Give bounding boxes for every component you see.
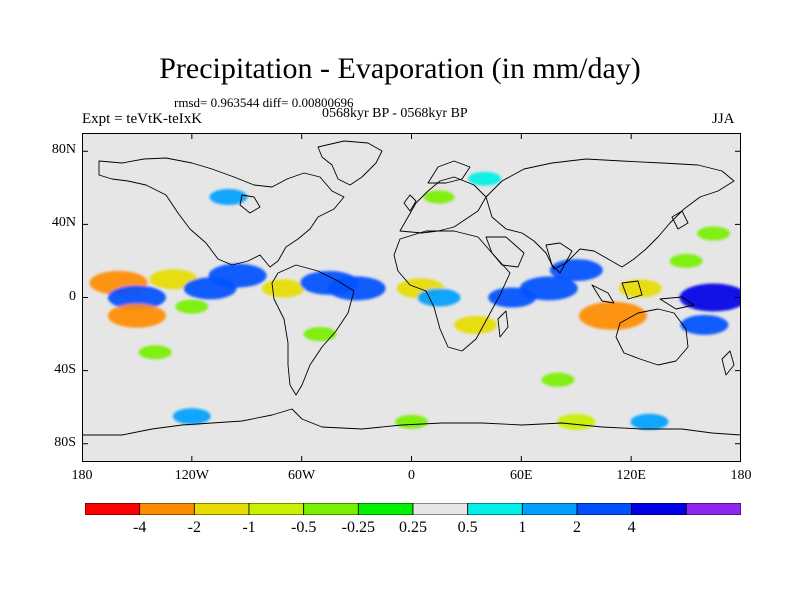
coast-arabia (485, 236, 525, 268)
lon-label-2: 60W (288, 468, 316, 483)
colorbar-swatch-3 (248, 503, 305, 515)
field-region-21 (697, 226, 730, 241)
coastlines (82, 140, 741, 436)
lat-label-1: 40N (51, 215, 76, 231)
coast-new-guinea (659, 296, 695, 310)
lon-label-3: 0 (408, 468, 415, 483)
colorbar-swatch-1 (139, 503, 195, 515)
axis-ticks (82, 133, 741, 462)
lon-label-6: 180 (730, 468, 752, 483)
field-region-15 (519, 276, 578, 301)
colorbar-label-7: 1 (518, 519, 527, 536)
colorbar-swatch-4 (303, 503, 359, 515)
coast-australia (615, 308, 689, 366)
lat-label-2: 0 (69, 288, 76, 304)
colorbar-label-8: 2 (573, 519, 581, 536)
coast-madagascar (497, 310, 509, 338)
colorbar-label-5: 0.25 (399, 519, 427, 536)
field-region-25 (468, 171, 502, 186)
coast-antarctica (82, 408, 741, 436)
field-region-4 (208, 263, 267, 288)
map-title: Precipitation - Evaporation (in mm/day) (159, 52, 641, 85)
lon-label-0: 180 (71, 468, 93, 483)
field-region-19 (679, 283, 741, 312)
colorbar-swatch-6 (412, 503, 469, 515)
colorbar-swatch-9 (576, 503, 633, 515)
colorbar-swatch-0 (85, 503, 141, 515)
field-region-16 (549, 259, 603, 282)
colorbar-swatch-5 (357, 503, 414, 515)
field-region-1 (107, 285, 166, 310)
period-label: 0568kyr BP - 0568kyr BP (322, 106, 468, 121)
coast-new-zealand (721, 350, 735, 376)
field-region-22 (680, 314, 729, 335)
field-region-31 (630, 413, 669, 430)
lon-label-1: 120W (174, 468, 209, 483)
colorbar (85, 503, 741, 515)
field-region-28 (172, 408, 211, 425)
coast-asia (485, 158, 735, 270)
field-region-23 (209, 189, 248, 205)
field-region-10 (303, 327, 337, 342)
coast-india (545, 242, 573, 274)
field-region-29 (395, 414, 428, 429)
colorbar-swatch-7 (467, 503, 523, 515)
colorbar-swatch-10 (631, 503, 687, 515)
season-label: JJA (712, 111, 735, 127)
coast-south-america (271, 264, 355, 396)
field-region-12 (417, 288, 461, 307)
coast-africa (393, 230, 511, 352)
lat-label-4: 80S (54, 434, 76, 450)
coast-north-america (98, 157, 345, 268)
coast-sumatra (591, 284, 615, 304)
colorbar-swatch-8 (521, 503, 578, 515)
field-region-2 (149, 269, 198, 290)
colorbar-label-3: -0.5 (290, 519, 317, 536)
precip-evap-field (89, 171, 741, 430)
field-region-26 (541, 372, 575, 387)
coast-scandinavia (427, 160, 471, 184)
field-region-24 (423, 190, 455, 204)
colorbar-label-9: 4 (627, 519, 636, 536)
coast-japan (671, 210, 689, 230)
lat-label-0: 80N (51, 142, 76, 158)
field-region-9 (175, 299, 209, 314)
field-region-7 (327, 276, 386, 301)
colorbar-label-4: -0.25 (341, 519, 375, 536)
coast-europe (399, 176, 487, 234)
field-region-8 (107, 303, 166, 328)
field-region-30 (557, 413, 596, 430)
lon-label-5: 120E (616, 468, 646, 483)
colorbar-label-2: -1 (242, 519, 256, 536)
map-plot (82, 133, 741, 462)
coast-borneo (621, 280, 643, 300)
coast-greenland (317, 140, 383, 186)
field-region-20 (669, 253, 703, 268)
colorbar-swatch-11 (685, 503, 741, 515)
lat-label-3: 40S (54, 361, 76, 377)
colorbar-swatch-2 (193, 503, 250, 515)
field-region-17 (578, 301, 647, 330)
field-region-5 (261, 279, 305, 298)
coast-british-isles (403, 194, 417, 212)
colorbar-label-1: -2 (187, 519, 201, 536)
colorbar-label-0: -4 (132, 519, 147, 536)
field-region-13 (454, 315, 498, 334)
experiment-label: Expt = teVtK-teIxK (82, 111, 203, 127)
stats-line: rmsd= 0.963544 diff= 0.00800696 (174, 95, 354, 110)
field-region-27 (138, 345, 172, 360)
colorbar-label-6: 0.5 (457, 519, 478, 536)
coast-hudson-bay (239, 194, 261, 214)
lon-label-4: 60E (510, 468, 533, 483)
